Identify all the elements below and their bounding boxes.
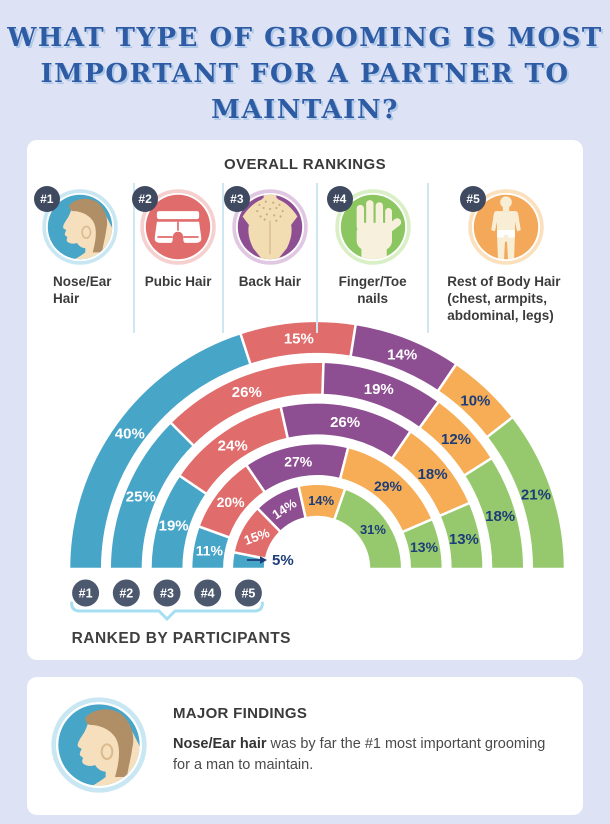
segment-label: 11% <box>196 542 224 558</box>
segment-label: 12% <box>441 431 471 448</box>
ranking-item-label: Nose/Ear Hair <box>53 274 112 306</box>
head-profile-icon <box>51 697 151 793</box>
rank-badge: #4 <box>326 186 353 212</box>
axis-rank-badge-label: #5 <box>241 587 255 601</box>
segment-label: 27% <box>284 453 313 469</box>
segment-label: 26% <box>330 414 360 431</box>
findings-text: Nose/Ear hair was by far the #1 most imp… <box>173 734 559 776</box>
title-line-3: MAINTAIN? <box>211 95 399 125</box>
ranking-item-back-hair: #3 Back Hair <box>221 183 317 333</box>
axis-rank-badge <box>234 579 262 607</box>
callout-arrow-head <box>260 556 267 564</box>
ranking-sunburst-chart: 40% 15% 14% 10% 21% 25% 26% 19% 12% 18% 19% 24% 26% 1… <box>27 307 583 657</box>
bracket <box>70 601 264 622</box>
segment-label: 13% <box>410 539 439 555</box>
chart-segment <box>332 487 404 571</box>
rankings-heading: OVERALL RANKINGS <box>224 156 386 173</box>
segment-label: 31% <box>360 522 386 537</box>
ranking-item-pubic-hair: #2 Pubic Hair <box>132 183 222 333</box>
segment-label: 26% <box>232 384 262 401</box>
boxer-briefs-icon: #2 <box>132 186 216 265</box>
rank-badge: #1 <box>33 186 60 212</box>
rankings-card: OVERALL RANKINGS #1 <box>27 140 583 660</box>
title-line-1: WHAT TYPE OF GROOMING IS MOST <box>7 23 603 53</box>
segment-label: 14% <box>308 493 334 508</box>
segment-label: 24% <box>218 437 248 454</box>
ranking-item-nose-ear-hair: #1 Nose/Ear Hair <box>27 183 133 333</box>
ranking-item-finger-toe-nails: #4 Finger/Toe nails <box>316 183 427 333</box>
axis-rank-badge-label: #3 <box>160 587 174 601</box>
segment-label: 19% <box>364 381 394 398</box>
major-findings-card: MAJOR FINDINGS Nose/Ear hair was by far … <box>27 677 583 815</box>
findings-rest: was by far the #1 most important groomin… <box>173 736 546 773</box>
hand-icon: #4 <box>326 186 411 265</box>
segment-label: 25% <box>126 488 156 505</box>
chart-segment <box>484 415 567 571</box>
segment-label: 20% <box>217 494 246 510</box>
segment-label: 15% <box>284 331 314 348</box>
rank-badge: #5 <box>460 186 487 212</box>
segment-label: 21% <box>521 486 551 503</box>
ranking-item-label: Back Hair <box>238 274 301 289</box>
segment-label: 19% <box>159 517 189 534</box>
ranking-item-label: Rest of Body Hair (chest, armpits, abdom… <box>447 274 561 323</box>
page-title: WHAT TYPE OF GROOMING IS MOST IMPORTANT … <box>0 0 610 128</box>
title-line-2: IMPORTANT FOR A PARTNER TO <box>40 59 570 89</box>
axis-rank-badge-label: #2 <box>119 587 133 601</box>
axis-rank-badge <box>153 579 181 607</box>
axis-rank-badge-label: #4 <box>201 587 215 601</box>
rank-badge: #2 <box>132 186 159 212</box>
axis-rank-badge <box>112 579 140 607</box>
body-icon: #5 <box>460 186 544 265</box>
segment-label: 29% <box>374 478 403 494</box>
segment-label: 40% <box>115 425 145 442</box>
callout-label: 5% <box>272 552 294 569</box>
chart-axis-caption: RANKED BY PARTICIPANTS <box>72 630 291 647</box>
chart-segment <box>437 501 485 571</box>
findings-heading: MAJOR FINDINGS <box>173 705 308 722</box>
back-hair-icon: #3 <box>223 186 308 265</box>
ranking-item-rest-of-body-hair: #5 Rest of Body Hair (chest, armpits, ab… <box>427 183 583 333</box>
segment-label: 13% <box>449 531 479 548</box>
rank-badge: #3 <box>223 186 250 212</box>
axis-rank-badge <box>194 579 222 607</box>
segment-label: 18% <box>485 508 515 525</box>
ranking-item-label: Finger/Toe nails <box>338 274 407 306</box>
head-profile-icon: #1 <box>33 186 118 265</box>
rankings-row: #1 Nose/Ear Hair <box>27 183 583 333</box>
findings-highlight: Nose/Ear hair <box>173 736 267 752</box>
segment-label: 14% <box>387 346 417 363</box>
axis-rank-badge <box>72 579 100 607</box>
chart-segment <box>462 456 526 571</box>
chart-svg: 40%15%14%10%21%25%26% 19%12%18%19%24%26%1… <box>67 319 567 647</box>
axis-rank-badge-label: #1 <box>79 587 93 601</box>
findings-body: MAJOR FINDINGS Nose/Ear hair was by far … <box>151 697 559 776</box>
chart-segment <box>400 517 445 571</box>
segment-label: 18% <box>418 466 448 483</box>
segment-label: 10% <box>460 393 490 410</box>
ranking-item-label: Pubic Hair <box>144 274 212 289</box>
